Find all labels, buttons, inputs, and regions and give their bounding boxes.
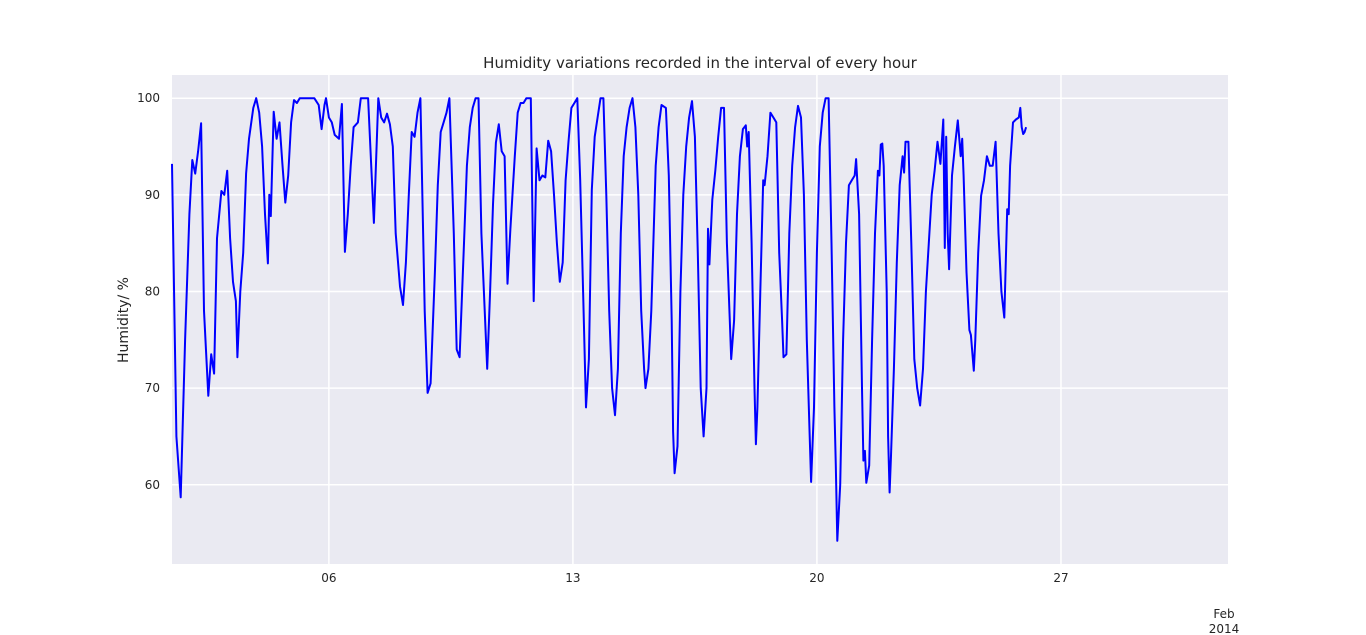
y-axis-label: Humidity/ %	[116, 277, 132, 363]
y-tick-label: 60	[145, 478, 160, 492]
chart-title: Humidity variations recorded in the inte…	[483, 54, 917, 72]
x-tick-label: 13	[565, 571, 580, 585]
y-tick-label: 100	[137, 91, 160, 105]
y-tick-label: 90	[145, 188, 160, 202]
x-tick-label: 20	[809, 571, 824, 585]
x-tick-year-label: 2014	[1209, 622, 1240, 635]
y-tick-label: 80	[145, 284, 160, 298]
y-tick-labels: 60 70 80 90 100	[137, 91, 160, 492]
series-line	[171, 97, 1028, 542]
x-tick-label: 06	[321, 571, 336, 585]
x-tick-label: 27	[1053, 571, 1068, 585]
x-tick-month-label: Feb	[1213, 607, 1234, 621]
y-tick-label: 70	[145, 381, 160, 395]
